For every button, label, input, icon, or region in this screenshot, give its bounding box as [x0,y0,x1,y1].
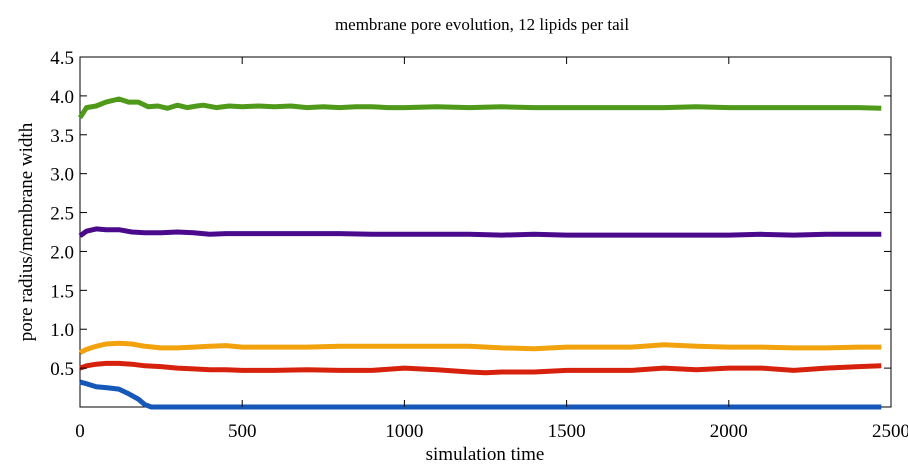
tick-group: 0 500 1000 1500 2000 2500 0.5 1.0 1.5 2.0 2.5 3.0 3.… [50,48,908,442]
x-tick-label: 0 [75,421,85,442]
y-tick-label: 1.0 [50,320,74,341]
x-tick-label: 500 [228,421,257,442]
y-tick-label: 2.0 [50,242,74,263]
x-tick-label: 2000 [710,421,748,442]
series-line-5 [79,379,882,410]
y-axis-label: pore radius/membrane width [16,122,37,341]
x-tick-label: 1500 [548,421,586,442]
y-tick-label: 4.5 [50,48,74,69]
series-line-3 [78,340,882,355]
y-tick-label: 2.5 [50,204,74,225]
y-tick-label: 4.0 [50,87,74,108]
series-line-4 [79,360,882,376]
x-tick-label: 1000 [385,421,423,442]
x-tick-label: 2500 [872,421,908,442]
x-axis-label: simulation time [426,444,545,465]
series-line-2 [78,226,882,238]
series-group [77,96,882,410]
chart-title: membrane pore evolution, 12 lipids per t… [335,15,629,34]
y-tick-label: 0.5 [50,359,74,380]
series-line-1 [77,96,882,120]
y-tick-label: 3.0 [50,165,74,186]
y-tick-label: 1.5 [50,281,74,302]
y-tick-label: 3.5 [50,126,74,147]
